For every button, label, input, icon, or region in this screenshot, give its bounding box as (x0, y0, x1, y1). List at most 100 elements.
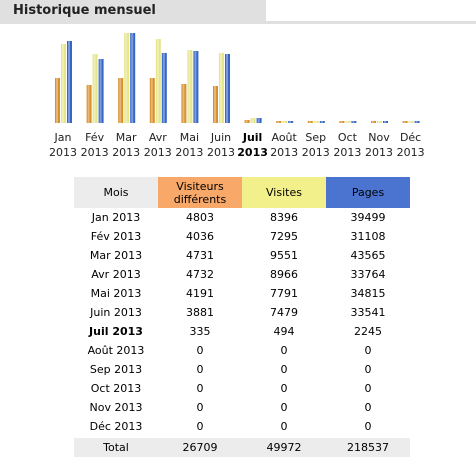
bar-pages (161, 53, 167, 123)
month-year: 2013 (270, 146, 299, 159)
cell-pages: 34815 (350, 287, 386, 300)
bar-highlight (289, 121, 292, 123)
bar-highlight (378, 121, 380, 123)
cell-visitors: 0 (196, 420, 204, 433)
bar-visits (313, 121, 319, 123)
bar-highlight (283, 121, 286, 123)
bar-visitors (307, 121, 313, 123)
cell-month: Juil 2013 (89, 325, 143, 338)
bar-visits (282, 121, 288, 123)
table-row: Déc 2013 0 0 0 (74, 417, 410, 437)
cell-month: Juin 2013 (90, 306, 142, 319)
bar-highlight (182, 84, 185, 123)
bar-highlight (226, 54, 228, 123)
month-name: Déc (399, 131, 422, 144)
cell-visitors: 335 (189, 325, 211, 338)
cell-visits: 8966 (270, 268, 298, 281)
table-row: Juil 2013 335 494 2245 (74, 322, 410, 341)
cell-visits: 7295 (270, 230, 298, 243)
bar-visitors (181, 84, 187, 123)
bar-highlight (314, 121, 317, 123)
bar-pages (67, 41, 72, 123)
bar-highlight (340, 121, 343, 123)
header-pages: Pages (326, 177, 410, 208)
header-visitors: Visiteurs différents (158, 177, 242, 208)
bar-visits (92, 54, 98, 123)
bar-pages (98, 59, 104, 123)
cell-pages: 0 (364, 401, 372, 414)
cell-month: Fév 2013 (90, 230, 142, 243)
table-row: Avr 2013 4732 8966 33764 (74, 265, 410, 284)
bar-pages (225, 54, 230, 123)
month-label: Août 2013 (268, 130, 300, 160)
month-label: Avr 2013 (142, 130, 174, 160)
month-year: 2013 (49, 146, 77, 159)
monthly-stats-table: Mois Visiteurs différents Visites Pages … (74, 177, 410, 457)
bar-visitors (86, 85, 92, 123)
bar-highlight (409, 121, 412, 123)
cell-month: Août 2013 (87, 344, 145, 357)
month-name: Jan (54, 131, 72, 144)
bar-highlight (245, 120, 248, 123)
bar-pages (383, 121, 388, 123)
total-visitors: 26709 (158, 436, 242, 457)
month-year: 2013 (396, 146, 425, 159)
bar-highlight (194, 51, 197, 123)
bar-visitors (149, 78, 155, 123)
table-row: Oct 2013 0 0 0 (74, 379, 410, 398)
total-visits: 49972 (242, 436, 326, 457)
cell-pages: 0 (364, 344, 372, 357)
bar-highlight (251, 118, 254, 123)
cell-visitors: 0 (196, 382, 204, 395)
bar-highlight (125, 33, 128, 123)
cell-month: Oct 2013 (90, 382, 142, 395)
header-underline (0, 21, 476, 24)
month-name: Juil (242, 131, 263, 144)
cell-pages: 33764 (350, 268, 386, 281)
bar-visits (250, 118, 256, 123)
month-name: Nov (368, 131, 390, 144)
cell-visitors: 4803 (186, 211, 214, 224)
bar-highlight (87, 85, 90, 123)
bar-visits (377, 121, 382, 123)
bar-pages (414, 121, 420, 123)
cell-pages: 39499 (350, 211, 386, 224)
bar-pages (193, 51, 199, 123)
table-header-row: Mois Visiteurs différents Visites Pages (74, 177, 410, 208)
table-row: Mai 2013 4191 7791 34815 (74, 284, 410, 303)
month-name: Juin (210, 131, 232, 144)
cell-month: Nov 2013 (89, 401, 143, 414)
cell-visits: 8396 (270, 211, 298, 224)
month-label: Juin 2013 (205, 130, 237, 160)
cell-visits: 494 (273, 325, 295, 338)
month-name: Mai (179, 131, 200, 144)
cell-visitors: 4731 (186, 249, 214, 262)
month-name: Fév (85, 131, 105, 144)
total-month: Total (74, 436, 158, 457)
bar-highlight (403, 121, 406, 123)
cell-visitors: 0 (196, 344, 204, 357)
cell-visitors: 4732 (186, 268, 214, 281)
cell-visitors: 0 (196, 401, 204, 414)
month-year: 2013 (237, 146, 268, 159)
cell-month: Avr 2013 (91, 268, 141, 281)
month-year: 2013 (333, 146, 362, 159)
month-name: Avr (148, 131, 167, 144)
bar-pages (130, 33, 136, 123)
bar-visitors (339, 121, 345, 123)
month-year: 2013 (112, 146, 141, 159)
cell-pages: 31108 (350, 230, 386, 243)
cell-month: Sep 2013 (89, 363, 143, 376)
bar-highlight (150, 78, 153, 123)
header-bar (0, 0, 266, 21)
cell-visits: 7791 (270, 287, 298, 300)
month-name: Mar (115, 131, 137, 144)
bar-visits (187, 50, 193, 123)
bar-highlight (320, 121, 323, 123)
bar-highlight (257, 118, 260, 123)
cell-pages: 2245 (354, 325, 382, 338)
section-header: Historique mensuel (0, 0, 476, 27)
cell-visitors: 4191 (186, 287, 214, 300)
table-row: Fév 2013 4036 7295 31108 (74, 227, 410, 246)
bar-visitors (371, 121, 376, 123)
